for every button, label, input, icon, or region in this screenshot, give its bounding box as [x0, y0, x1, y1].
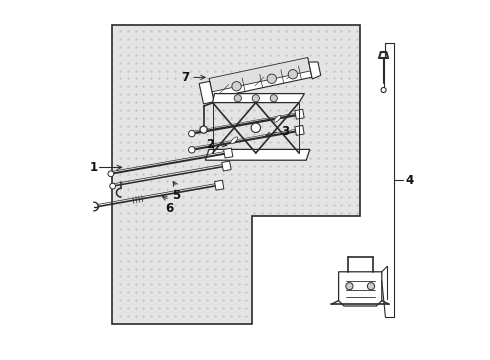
- Circle shape: [381, 87, 386, 93]
- Circle shape: [234, 95, 242, 102]
- Polygon shape: [211, 64, 312, 98]
- Text: 2: 2: [206, 138, 215, 150]
- Text: 4: 4: [405, 174, 414, 186]
- Bar: [295, 109, 304, 119]
- Circle shape: [189, 130, 195, 137]
- Polygon shape: [199, 81, 214, 104]
- Text: 1: 1: [89, 161, 98, 174]
- Circle shape: [270, 95, 277, 102]
- Circle shape: [232, 82, 241, 91]
- Polygon shape: [223, 148, 233, 158]
- Circle shape: [251, 123, 261, 132]
- Text: 3: 3: [281, 125, 289, 138]
- Polygon shape: [112, 25, 360, 324]
- Circle shape: [252, 95, 259, 102]
- Text: 5: 5: [172, 189, 181, 202]
- Circle shape: [200, 126, 207, 133]
- Polygon shape: [339, 272, 382, 306]
- Circle shape: [108, 171, 114, 177]
- Polygon shape: [205, 149, 310, 160]
- Bar: [295, 125, 304, 135]
- Text: 7: 7: [181, 71, 189, 84]
- Circle shape: [288, 69, 297, 79]
- Circle shape: [267, 74, 276, 84]
- Ellipse shape: [274, 115, 281, 122]
- Ellipse shape: [231, 137, 238, 144]
- Polygon shape: [215, 180, 224, 190]
- Polygon shape: [209, 58, 311, 92]
- Circle shape: [110, 183, 116, 189]
- Circle shape: [368, 283, 374, 290]
- Polygon shape: [222, 161, 231, 171]
- Polygon shape: [213, 94, 304, 103]
- Circle shape: [346, 283, 353, 290]
- Polygon shape: [309, 62, 321, 79]
- Text: 6: 6: [165, 202, 173, 215]
- Circle shape: [189, 147, 195, 153]
